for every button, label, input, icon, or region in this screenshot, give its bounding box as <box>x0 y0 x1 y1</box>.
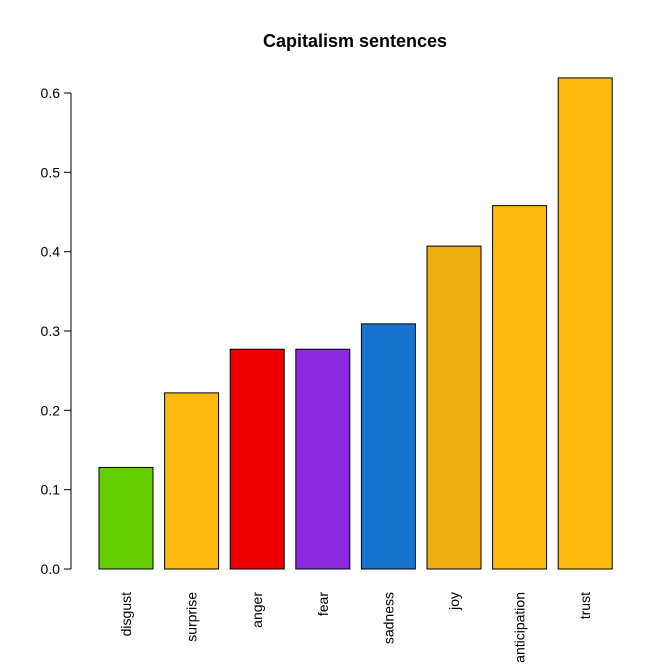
x-axis-labels: disgust surprise anger fear sadness joy antici… <box>118 592 593 663</box>
y-tick-label: 0.0 <box>41 561 61 577</box>
bar-trust <box>557 77 613 570</box>
x-category-label: trust <box>577 592 593 619</box>
y-tick-label: 0.6 <box>41 85 61 101</box>
y-tick-label: 0.2 <box>41 402 61 418</box>
x-category-label: anger <box>249 592 265 628</box>
bar-disgust <box>98 466 154 570</box>
y-tick-label: 0.3 <box>41 323 61 339</box>
x-category-label: disgust <box>118 592 134 636</box>
y-tick-label: 0.4 <box>41 244 61 260</box>
bar-fear <box>295 348 351 570</box>
bar-sadness <box>360 323 416 570</box>
bar-anticipation <box>492 205 548 570</box>
x-category-label: fear <box>315 592 331 616</box>
x-category-label: anticipation <box>512 592 528 663</box>
x-category-label: surprise <box>184 592 200 642</box>
x-category-label: joy <box>446 592 462 611</box>
y-tick-label: 0.1 <box>41 482 61 498</box>
y-tick-label: 0.5 <box>41 164 61 180</box>
x-category-label: sadness <box>380 592 396 644</box>
y-axis: 0.0 0.1 0.2 0.3 0.4 0.5 0.6 <box>41 85 72 577</box>
bars-group <box>98 77 613 570</box>
chart-title: Capitalism sentences <box>263 31 447 51</box>
bar-joy <box>426 245 482 570</box>
bar-surprise <box>164 392 220 570</box>
bar-anger <box>229 348 285 570</box>
